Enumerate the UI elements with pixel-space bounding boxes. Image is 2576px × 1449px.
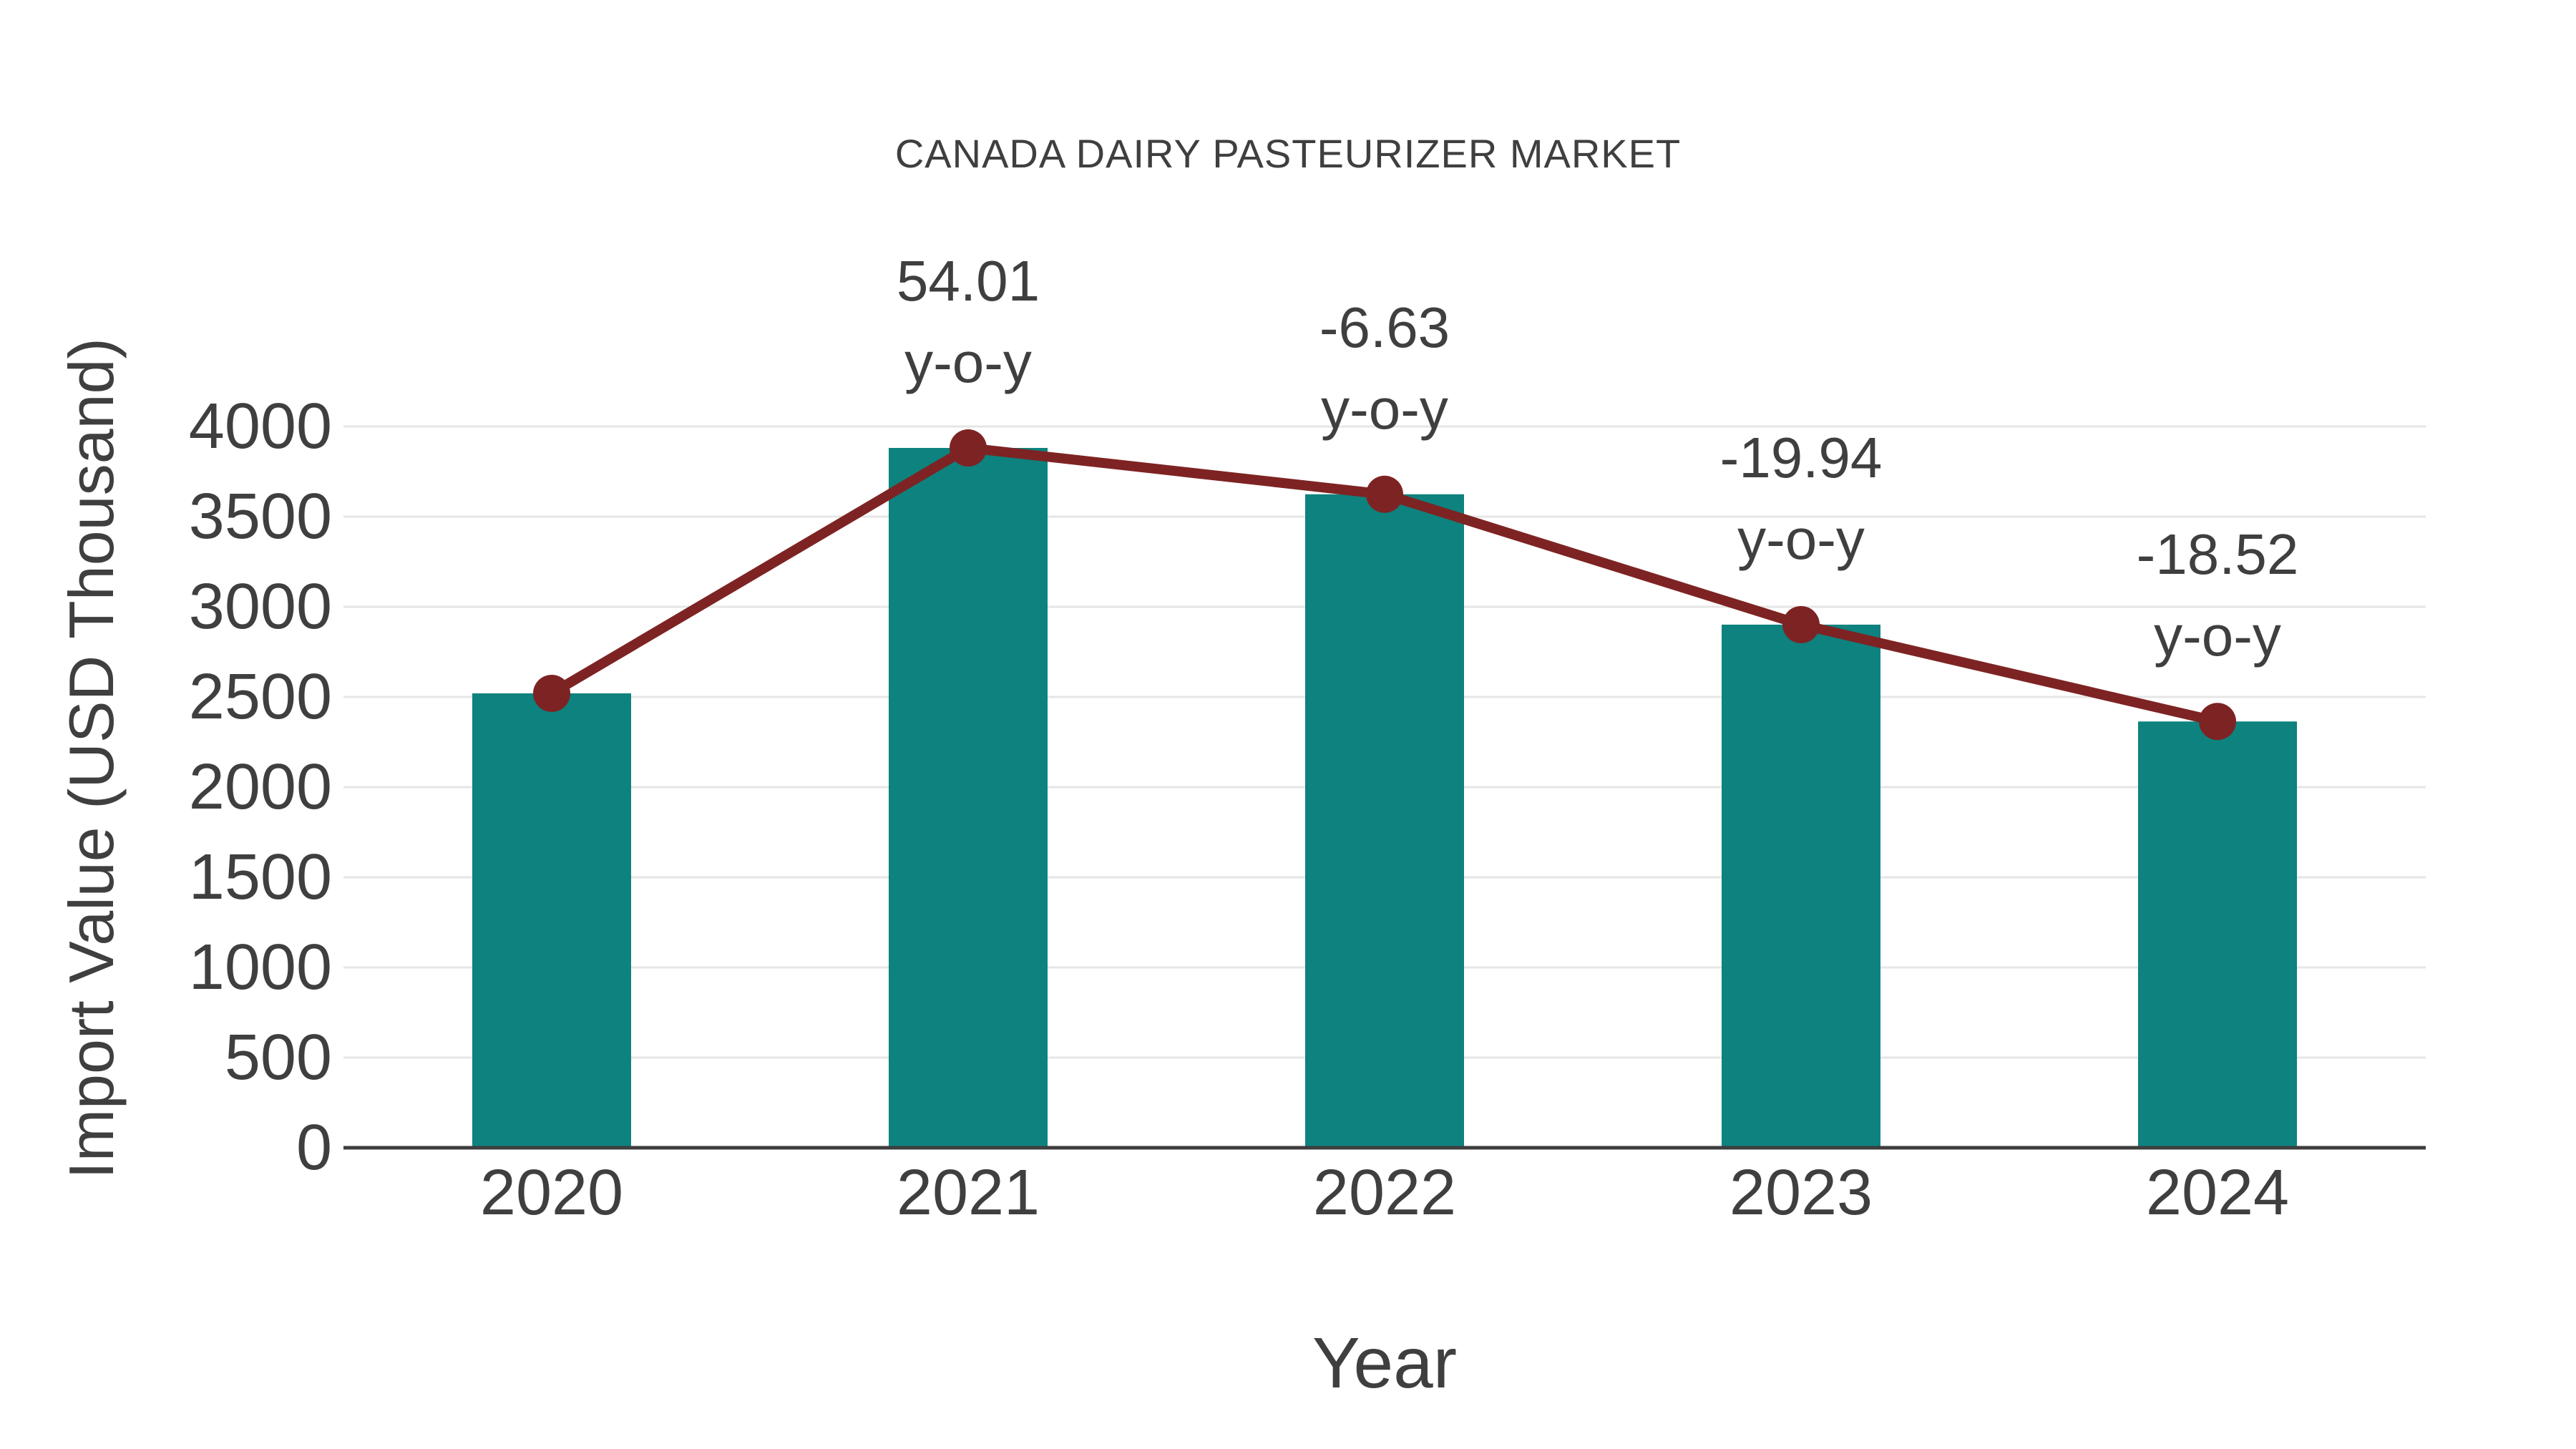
- bar-2024: [2138, 721, 2297, 1148]
- x-tick-label-2021: 2021: [896, 1157, 1040, 1229]
- annotation-2024-value: -18.52: [2136, 522, 2299, 587]
- x-tick-label-2022: 2022: [1312, 1157, 1457, 1229]
- y-tick-label-4000: 4000: [188, 391, 332, 462]
- annotation-2024-label: y-o-y: [2154, 604, 2281, 668]
- data-point-2022: [1366, 475, 1403, 513]
- data-point-2020: [533, 674, 570, 712]
- x-tick-label-2024: 2024: [2145, 1157, 2290, 1229]
- y-tick-label-1500: 1500: [188, 841, 332, 913]
- y-tick-label-0: 0: [296, 1112, 332, 1184]
- y-tick-label-3500: 3500: [188, 481, 332, 552]
- bar-2021: [889, 447, 1048, 1148]
- x-axis-title: Year: [1312, 1323, 1458, 1403]
- y-tick-label-3000: 3000: [188, 571, 332, 643]
- y-tick-label-2500: 2500: [188, 661, 332, 733]
- annotation-2022-value: -6.63: [1319, 295, 1450, 359]
- data-point-2021: [950, 429, 987, 467]
- annotation-2023-value: -19.94: [1719, 425, 1883, 489]
- data-point-2023: [1782, 605, 1820, 643]
- x-tick-label-2023: 2023: [1729, 1157, 1873, 1229]
- annotation-2022-label: y-o-y: [1321, 376, 1448, 441]
- bar-2020: [472, 693, 631, 1148]
- data-point-2024: [2199, 703, 2236, 741]
- chart-title: CANADA DAIRY PASTEURIZER MARKET: [894, 131, 1682, 176]
- y-tick-label-1000: 1000: [188, 932, 332, 1003]
- y-tick-label-500: 500: [224, 1022, 332, 1093]
- y-tick-label-2000: 2000: [188, 751, 332, 823]
- annotation-2021-value: 54.01: [896, 248, 1040, 313]
- annotation-2023-label: y-o-y: [1737, 507, 1865, 571]
- bar-2023: [1722, 624, 1880, 1148]
- annotation-2021-label: y-o-y: [904, 330, 1032, 394]
- bar-2022: [1305, 494, 1464, 1148]
- x-tick-label-2020: 2020: [479, 1157, 624, 1229]
